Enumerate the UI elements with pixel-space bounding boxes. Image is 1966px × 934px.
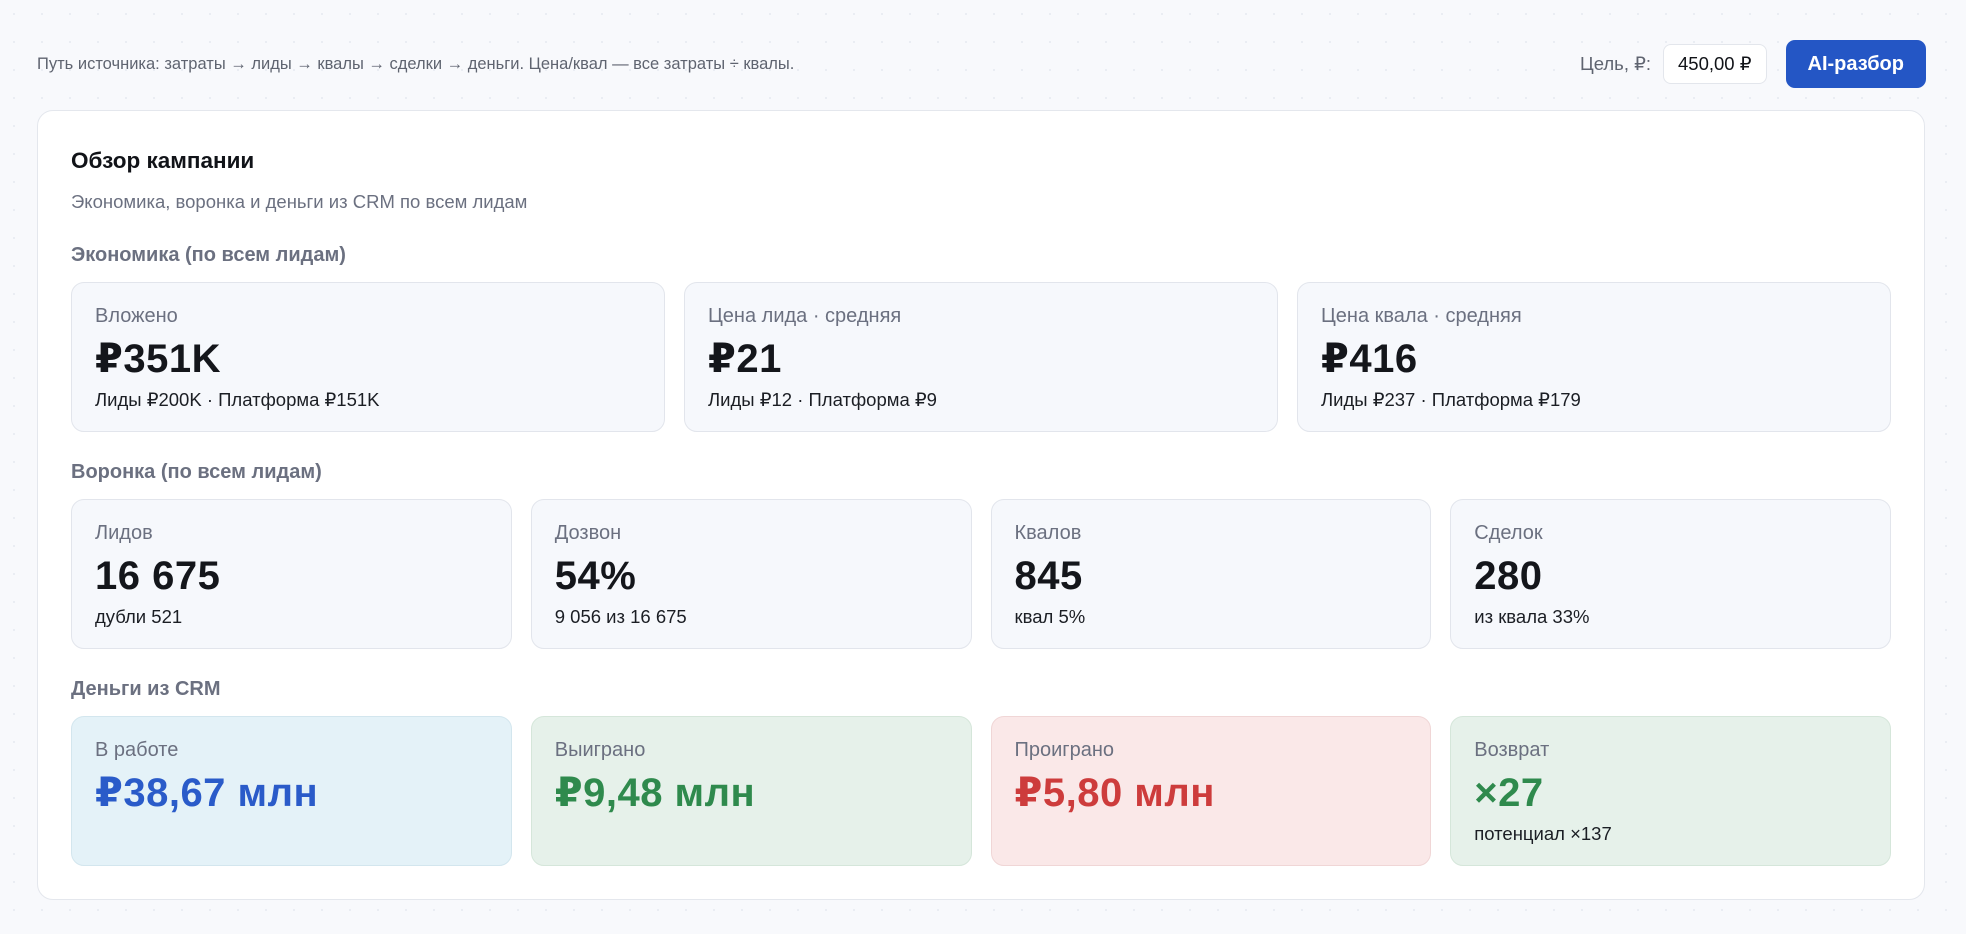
card-value: ×27 xyxy=(1474,771,1544,815)
card-sub: из квала 33% xyxy=(1474,606,1590,627)
top-bar: Путь источника: затраты → лиды → квалы →… xyxy=(37,38,1926,90)
in-work-card: В работе ₽38,67 млн xyxy=(71,716,512,866)
crm-money-row: В работе ₽38,67 млн Выиграно ₽9,48 млн П… xyxy=(71,716,1891,866)
card-sub: Лиды ₽237 · Платформа ₽179 xyxy=(1321,389,1581,410)
lead-price-card: Цена лида · средняя ₽21 Лиды ₽12 · Платф… xyxy=(684,282,1278,432)
funnel-row: Лидов 16 675 дубли 521 Дозвон 54% 9 056 … xyxy=(71,499,1891,649)
card-value: ₽5,80 млн xyxy=(1014,771,1215,815)
return-card: Возврат ×27 потенциал ×137 xyxy=(1450,716,1891,866)
card-value: 845 xyxy=(1014,554,1083,598)
card-label: Проиграно xyxy=(1014,739,1115,761)
card-label: Дозвон xyxy=(554,522,622,544)
ai-analysis-button[interactable]: AI-разбор xyxy=(1785,40,1926,88)
economics-section-title: Экономика (по всем лидам) xyxy=(71,244,346,266)
card-sub: Лиды ₽12 · Платформа ₽9 xyxy=(708,389,937,410)
leads-card: Лидов 16 675 дубли 521 xyxy=(71,499,512,649)
card-sub: квал 5% xyxy=(1014,606,1086,627)
dial-rate-card: Дозвон 54% 9 056 из 16 675 xyxy=(530,499,972,649)
card-label: Сделок xyxy=(1474,522,1543,544)
invested-card: Вложено ₽351K Лиды ₽200K · Платформа ₽15… xyxy=(71,282,665,432)
crm-money-section-title: Деньги из CRM xyxy=(71,678,221,700)
campaign-overview-panel: Обзор кампании Экономика, воронка и день… xyxy=(37,110,1925,900)
source-path-hint: Путь источника: затраты → лиды → квалы →… xyxy=(37,54,795,73)
funnel-section-title: Воронка (по всем лидам) xyxy=(71,461,322,483)
goal-controls: Цель, ₽: 450,00 ₽ AI-разбор xyxy=(1580,40,1926,88)
goal-input[interactable]: 450,00 ₽ xyxy=(1663,44,1767,84)
panel-subtitle: Экономика, воронка и деньги из CRM по вс… xyxy=(71,191,528,212)
card-value: ₽38,67 млн xyxy=(95,771,319,815)
card-sub: дубли 521 xyxy=(95,606,183,627)
card-label: Лидов xyxy=(95,522,153,544)
card-sub: потенциал ×137 xyxy=(1474,823,1612,844)
card-value: ₽21 xyxy=(708,337,782,381)
card-value: ₽9,48 млн xyxy=(554,771,756,815)
card-label: Выиграно xyxy=(554,739,646,761)
card-value: 54% xyxy=(554,554,637,598)
card-value: 280 xyxy=(1474,554,1543,598)
card-label: Вложено xyxy=(95,305,178,327)
card-value: ₽351K xyxy=(95,337,221,381)
won-card: Выиграно ₽9,48 млн xyxy=(530,716,972,866)
card-label: В работе xyxy=(95,739,179,761)
quals-card: Квалов 845 квал 5% xyxy=(990,499,1432,649)
card-label: Квалов xyxy=(1014,522,1082,544)
card-sub: 9 056 из 16 675 xyxy=(554,606,687,627)
goal-label: Цель, ₽: xyxy=(1580,53,1652,74)
card-sub: Лиды ₽200K · Платформа ₽151K xyxy=(95,389,380,410)
card-label: Цена квала · средняя xyxy=(1321,305,1522,327)
card-value: 16 675 xyxy=(95,554,221,598)
lost-card: Проиграно ₽5,80 млн xyxy=(990,716,1432,866)
card-value: ₽416 xyxy=(1321,337,1418,381)
deals-card: Сделок 280 из квала 33% xyxy=(1450,499,1891,649)
panel-title: Обзор кампании xyxy=(71,148,255,173)
qual-price-card: Цена квала · средняя ₽416 Лиды ₽237 · Пл… xyxy=(1297,282,1891,432)
economics-row: Вложено ₽351K Лиды ₽200K · Платформа ₽15… xyxy=(71,282,1891,432)
card-label: Цена лида · средняя xyxy=(708,305,902,327)
card-label: Возврат xyxy=(1474,739,1550,761)
